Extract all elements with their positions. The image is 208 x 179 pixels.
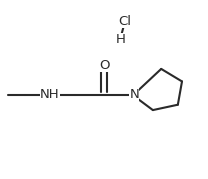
Text: NH: NH xyxy=(40,88,60,101)
Text: N: N xyxy=(129,88,139,101)
Text: O: O xyxy=(99,59,109,72)
Text: Cl: Cl xyxy=(118,15,131,28)
Text: H: H xyxy=(116,33,126,46)
